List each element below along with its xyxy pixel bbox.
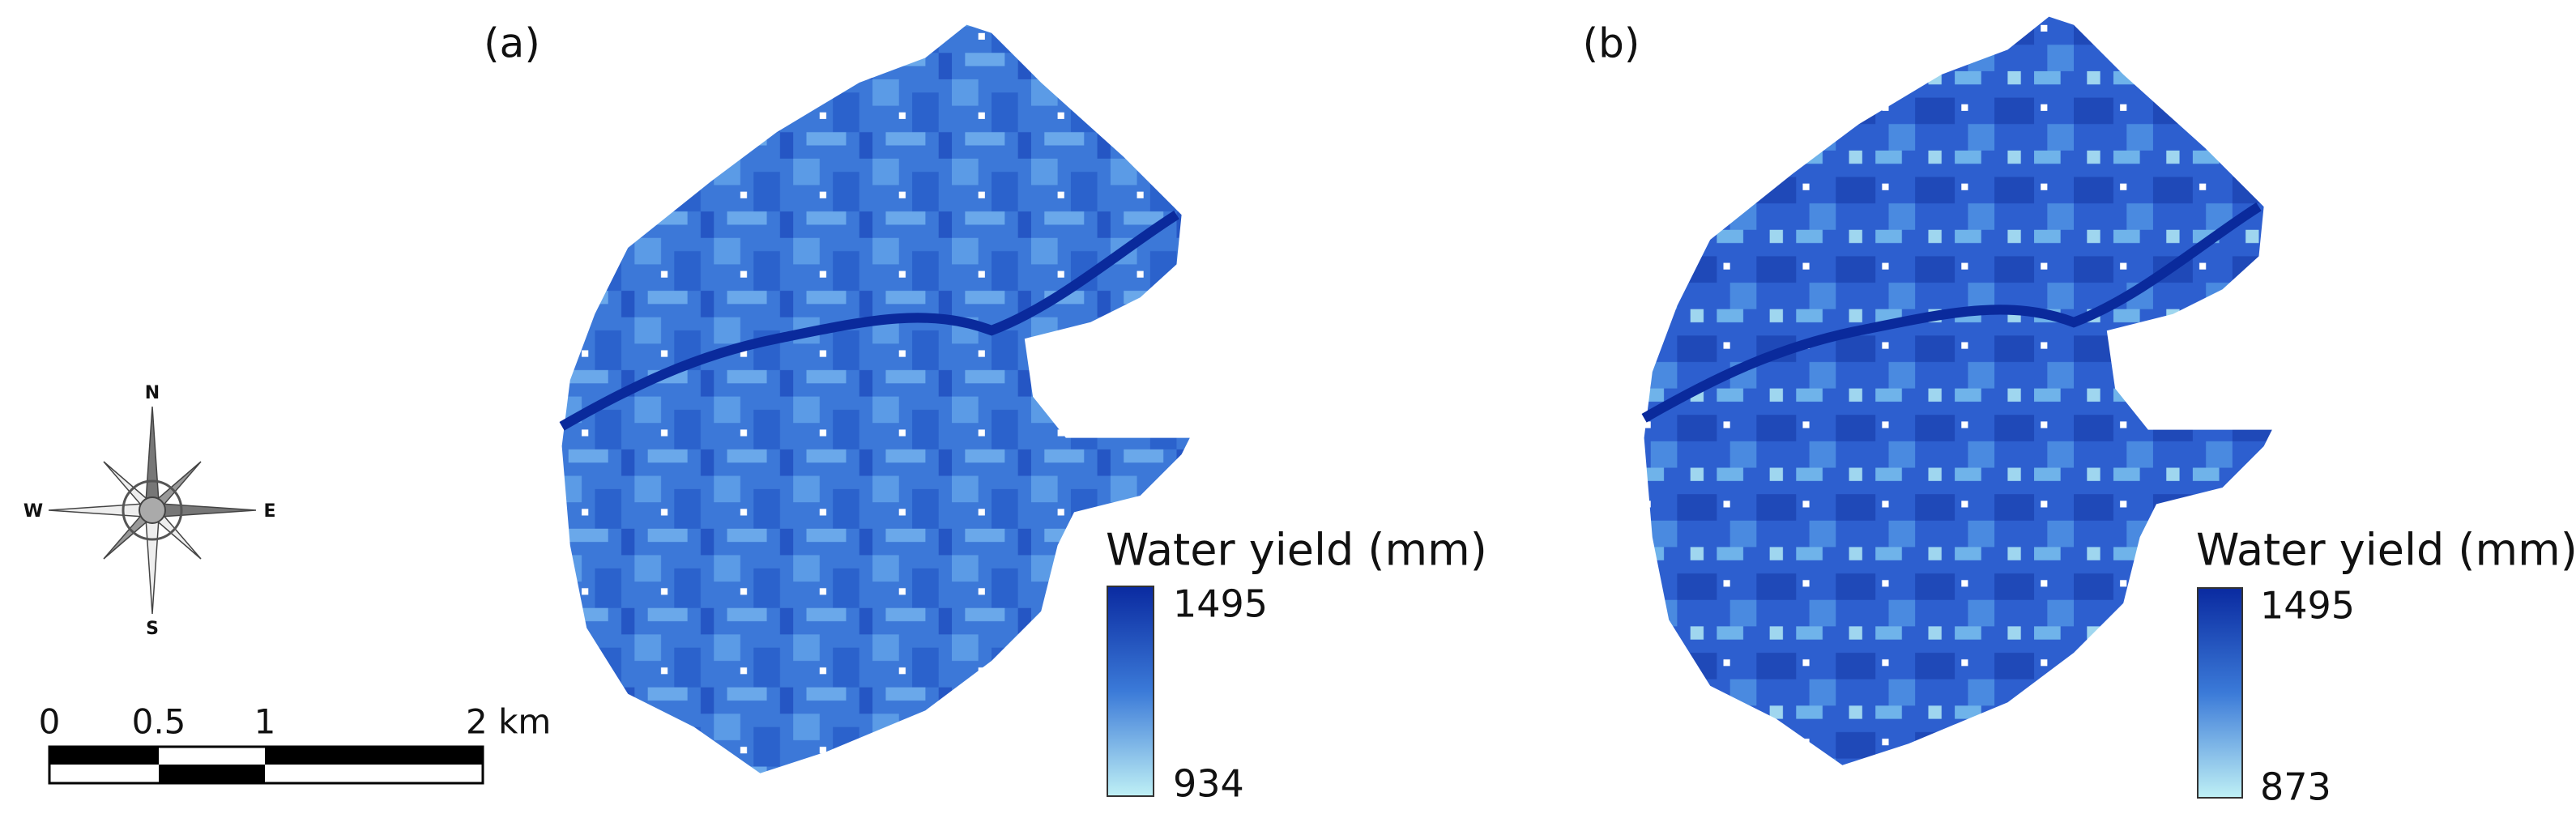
compass-label: N [145, 383, 160, 403]
scale-bar [48, 745, 484, 785]
panel-label: (a) [484, 20, 540, 67]
compass-label: E [263, 501, 275, 522]
scale-label: 0 [39, 702, 61, 742]
legend-title: Water yield (mm) [1106, 525, 1487, 576]
panel-label: (b) [1583, 20, 1640, 67]
map-b [1641, 16, 2272, 765]
legend-title: Water yield (mm) [2196, 525, 2576, 576]
legend-max: 1495 [1173, 582, 1268, 626]
legend-min: 934 [1173, 762, 1244, 806]
compass-rose [48, 406, 257, 615]
compass-label: W [23, 501, 43, 522]
scale-label: 0.5 [132, 702, 186, 742]
color-ramp [1107, 586, 1154, 797]
compass-label: S [146, 619, 159, 639]
map-a [559, 24, 1190, 773]
color-ramp [2197, 587, 2243, 799]
legend-min: 873 [2260, 765, 2331, 809]
scale-label: 2 km [466, 702, 551, 742]
scale-label: 1 [254, 702, 276, 742]
legend-max: 1495 [2260, 584, 2355, 628]
